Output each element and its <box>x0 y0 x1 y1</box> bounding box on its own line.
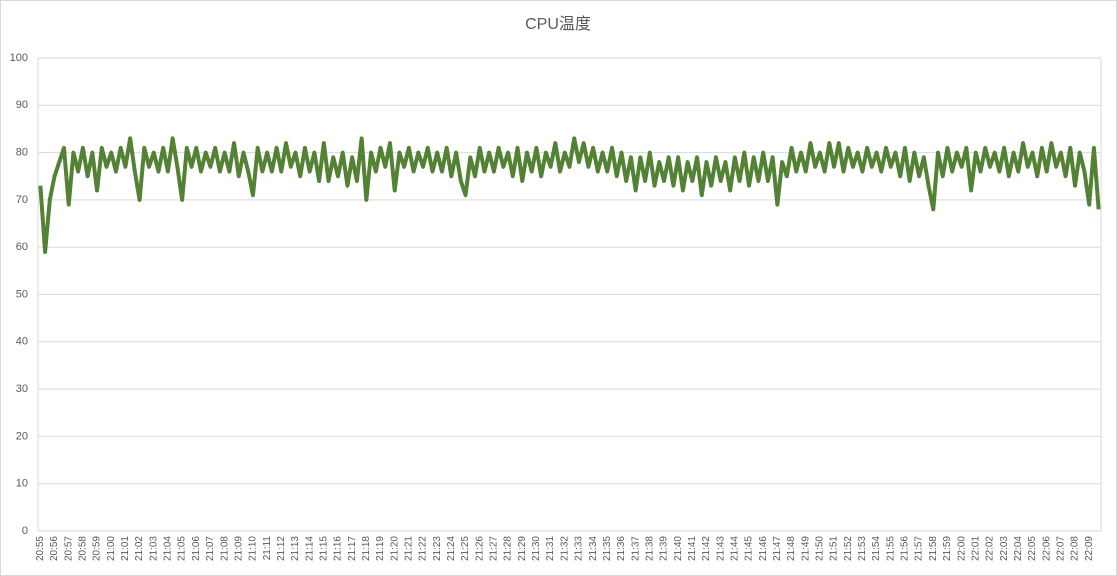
x-tick-label: 21:52 <box>843 536 854 561</box>
x-tick-label: 21:48 <box>786 536 797 561</box>
x-tick-label: 21:45 <box>744 536 755 561</box>
x-tick-label: 22:03 <box>999 536 1010 561</box>
x-tick-label: 21:29 <box>517 536 528 561</box>
x-tick-label: 21:55 <box>885 536 896 561</box>
data-line <box>38 136 1101 254</box>
x-tick-label: 21:10 <box>248 536 259 561</box>
x-tick-label: 21:57 <box>914 536 925 561</box>
x-tick-label: 21:56 <box>900 536 911 561</box>
x-tick-label: 21:34 <box>588 536 599 561</box>
x-tick-label: 22:02 <box>985 536 996 561</box>
x-tick-label: 21:24 <box>446 536 457 561</box>
x-tick-label: 21:50 <box>815 536 826 561</box>
x-tick-label: 22:07 <box>1055 536 1066 561</box>
x-tick-label: 21:31 <box>545 536 556 561</box>
x-tick-label: 21:17 <box>347 536 358 561</box>
x-tick-label: 21:40 <box>673 536 684 561</box>
y-tick-label: 60 <box>16 241 28 253</box>
x-tick-label: 21:51 <box>829 536 840 561</box>
x-tick-label: 21:12 <box>276 536 287 561</box>
x-tick-label: 21:19 <box>375 536 386 561</box>
y-tick-label: 70 <box>16 194 28 206</box>
x-tick-label: 22:06 <box>1041 536 1052 561</box>
x-tick-label: 21:46 <box>758 536 769 561</box>
y-tick-label: 100 <box>10 52 28 64</box>
x-tick-label: 21:47 <box>772 536 783 561</box>
x-tick-label: 21:43 <box>715 536 726 561</box>
x-tick-label: 20:55 <box>35 536 46 561</box>
x-tick-label: 21:39 <box>659 536 670 561</box>
y-tick-label: 80 <box>16 147 28 159</box>
x-tick-label: 21:06 <box>191 536 202 561</box>
x-tick-label: 21:02 <box>134 536 145 561</box>
x-tick-label: 21:04 <box>163 536 174 561</box>
x-tick-label: 21:03 <box>148 536 159 561</box>
x-tick-label: 21:07 <box>205 536 216 561</box>
y-tick-label: 90 <box>16 99 28 111</box>
x-tick-label: 21:42 <box>701 536 712 561</box>
x-tick-label: 21:23 <box>432 536 443 561</box>
x-tick-label: 22:08 <box>1070 536 1081 561</box>
x-tick-label: 21:09 <box>233 536 244 561</box>
x-tick-label: 20:59 <box>92 536 103 561</box>
x-tick-label: 20:58 <box>78 536 89 561</box>
x-tick-label: 21:35 <box>602 536 613 561</box>
x-tick-label: 21:26 <box>474 536 485 561</box>
x-tick-label: 21:30 <box>531 536 542 561</box>
x-tick-label: 22:00 <box>956 536 967 561</box>
x-tick-label: 20:57 <box>63 536 74 561</box>
x-tick-label: 21:44 <box>729 536 740 561</box>
x-tick-label: 21:14 <box>304 536 315 561</box>
x-tick-label: 21:22 <box>418 536 429 561</box>
x-tick-label: 21:08 <box>219 536 230 561</box>
x-tick-label: 21:27 <box>489 536 500 561</box>
x-tick-label: 21:32 <box>559 536 570 561</box>
x-tick-label: 22:04 <box>1013 536 1024 561</box>
x-tick-label: 21:54 <box>871 536 882 561</box>
x-tick-label: 21:53 <box>857 536 868 561</box>
y-tick-label: 40 <box>16 336 28 348</box>
x-tick-label: 21:41 <box>687 536 698 561</box>
x-tick-label: 21:16 <box>333 536 344 561</box>
x-tick-label: 21:28 <box>503 536 514 561</box>
x-tick-label: 20:56 <box>49 536 60 561</box>
y-tick-label: 10 <box>16 478 28 490</box>
x-tick-label: 21:00 <box>106 536 117 561</box>
x-tick-label: 21:49 <box>800 536 811 561</box>
x-tick-label: 21:33 <box>574 536 585 561</box>
x-tick-label: 21:38 <box>644 536 655 561</box>
y-tick-label: 50 <box>16 288 28 300</box>
x-tick-label: 22:09 <box>1084 536 1095 561</box>
x-tick-label: 21:13 <box>290 536 301 561</box>
x-tick-label: 21:21 <box>404 536 415 561</box>
x-tick-label: 21:58 <box>928 536 939 561</box>
chart-title: CPU温度 <box>525 15 591 33</box>
x-tick-label: 21:59 <box>942 536 953 561</box>
x-tick-label: 22:05 <box>1027 536 1038 561</box>
x-tick-label: 21:20 <box>389 536 400 561</box>
x-tick-label: 21:05 <box>177 536 188 561</box>
x-tick-label: 21:11 <box>262 536 273 561</box>
x-tick-label: 21:18 <box>361 536 372 561</box>
x-tick-label: 22:01 <box>970 536 981 561</box>
x-tick-label: 21:15 <box>318 536 329 561</box>
x-tick-label: 21:36 <box>616 536 627 561</box>
y-tick-label: 30 <box>16 383 28 395</box>
y-tick-label: 20 <box>16 430 28 442</box>
y-tick-label: 0 <box>22 525 28 537</box>
x-tick-label: 21:01 <box>120 536 131 561</box>
x-tick-label: 21:37 <box>630 536 641 561</box>
x-tick-label: 21:25 <box>460 536 471 561</box>
